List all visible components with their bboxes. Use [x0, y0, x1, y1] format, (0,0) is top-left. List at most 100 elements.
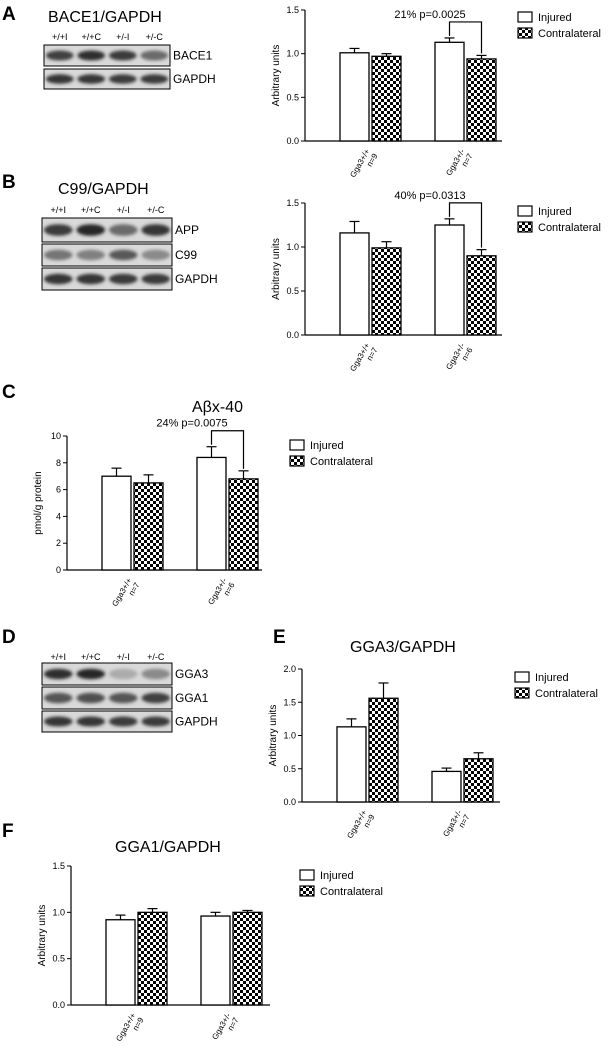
- blot-band: [76, 668, 106, 680]
- bar-contralateral: [137, 911, 168, 1006]
- legend-label-injured: Injured: [538, 206, 572, 218]
- y-axis-label: Arbitrary units: [268, 705, 279, 767]
- panel-label-f: F: [2, 821, 14, 842]
- blot-strip: [41, 662, 173, 686]
- y-axis-label: pmol/g protein: [33, 471, 44, 534]
- bar-contralateral: [133, 482, 164, 571]
- bar-contralateral: [466, 58, 497, 142]
- x-tick-label: Gga3+/-n=7: [441, 808, 471, 843]
- x-tick-label: Gga3+/-n=7: [444, 147, 474, 182]
- bar-contralateral: [466, 255, 497, 336]
- blot-band: [76, 716, 106, 727]
- legend-label-contralateral: Contralateral: [310, 456, 373, 468]
- blot-band: [108, 249, 138, 261]
- y-tick-label: 1.0: [283, 731, 296, 741]
- legend-swatch-injured: [514, 671, 530, 683]
- blot-band: [43, 692, 73, 704]
- bar-injured: [431, 770, 462, 803]
- band-label: BACE1: [173, 49, 213, 63]
- lane-label: +/-C: [147, 205, 165, 215]
- lane-label: +/-I: [117, 652, 130, 662]
- bar-injured: [336, 726, 367, 803]
- chart-e: 0.0 0.5 1.0 1.5 2.0 Arbitrary units Gga3+/+n=9…: [268, 664, 598, 844]
- legend-label-injured: Injured: [538, 12, 572, 24]
- y-tick-label: 1.0: [286, 49, 299, 59]
- bar-contralateral: [371, 55, 402, 142]
- blot-band: [76, 273, 106, 285]
- blot-band: [140, 50, 169, 61]
- blot-band: [77, 50, 106, 61]
- panel-title-f: GGA1/GAPDH: [115, 839, 221, 856]
- y-tick-label: 2.0: [283, 664, 296, 674]
- y-tick-label: 8: [56, 458, 61, 468]
- y-tick-label: 1.0: [52, 907, 65, 917]
- y-tick-label: 1.5: [52, 861, 65, 871]
- y-tick-label: 10: [51, 431, 61, 441]
- legend-label-injured: Injured: [535, 672, 569, 684]
- bar-contralateral: [463, 758, 494, 803]
- blot-band: [108, 668, 138, 680]
- significance-label: 40% p=0.0313: [394, 190, 465, 202]
- blot-d: +/+I +/+C +/-I +/-C GGA3 GGA1 GAPDH: [41, 652, 218, 733]
- y-tick-label: 0.5: [52, 954, 65, 964]
- y-tick-label: 4: [56, 511, 61, 521]
- panel-label-d: D: [2, 627, 16, 648]
- bar-injured: [434, 224, 465, 336]
- legend-swatch-injured: [517, 205, 533, 217]
- blot-band: [108, 716, 138, 727]
- blot-band: [141, 224, 171, 236]
- blot-band: [108, 273, 138, 285]
- x-tick-label: Gga3+/-n=6: [444, 341, 474, 376]
- y-tick-label: 0.0: [286, 330, 299, 340]
- bar-injured: [196, 456, 227, 571]
- significance-bracket: [448, 21, 483, 54]
- blot-band: [141, 249, 171, 261]
- bar-injured: [339, 52, 370, 142]
- panel-label-a: A: [2, 4, 16, 25]
- y-tick-label: 1.0: [286, 242, 299, 252]
- chart-a: 0.0 0.5 1.0 1.5 Arbitrary units Gga3+/+n=9 Gga…: [271, 5, 601, 182]
- bar-injured: [339, 232, 370, 336]
- y-tick-label: 0.5: [286, 286, 299, 296]
- y-tick-label: 0.0: [52, 1000, 65, 1010]
- legend-label-contralateral: Contralateral: [538, 222, 601, 234]
- legend-swatch-injured: [299, 869, 315, 881]
- blot-band: [43, 273, 73, 285]
- band-label: C99: [175, 248, 197, 262]
- x-tick-label: Gga3+/+n=7: [348, 341, 379, 377]
- x-tick-label: Gga3+/+n=9: [345, 808, 376, 844]
- legend-swatch-contralateral: [299, 885, 315, 897]
- lane-label: +/-I: [117, 205, 130, 215]
- legend-swatch-injured: [289, 439, 305, 451]
- panel-label-b: B: [2, 172, 16, 193]
- blot-band: [77, 74, 106, 84]
- x-tick-label: Gga3+/+n=7: [110, 576, 141, 612]
- legend-label-injured: Injured: [310, 440, 344, 452]
- lane-label: +/-C: [146, 32, 164, 42]
- legend-swatch-injured: [517, 11, 533, 23]
- blot-band: [108, 50, 137, 61]
- blot-band: [108, 224, 138, 236]
- band-label: GAPDH: [175, 272, 218, 286]
- legend-swatch-contralateral: [514, 687, 530, 699]
- blot-band: [76, 224, 106, 236]
- bar-charts: 0.0 0.5 1.0 1.5 Arbitrary units Gga3+/+n=9 Gga…: [33, 5, 601, 1043]
- y-tick-label: 1.5: [286, 198, 299, 208]
- chart-f: 0.0 0.5 1.0 1.5 Arbitrary units Gga3+/+n=9 Gga…: [37, 861, 383, 1043]
- lane-label: +/+C: [81, 205, 101, 215]
- lane-label: +/-I: [116, 32, 129, 42]
- blot-b: +/+I +/+C +/-I +/-C APP C99 GAPDH: [41, 205, 218, 291]
- blot-strip: [41, 686, 173, 710]
- bar-injured: [434, 41, 465, 142]
- legend-label-contralateral: Contralateral: [535, 688, 598, 700]
- y-tick-label: 0.5: [283, 764, 296, 774]
- blot-band: [43, 224, 73, 236]
- blot-strip: [41, 267, 173, 291]
- lane-label: +/+C: [81, 652, 101, 662]
- blot-band: [108, 692, 138, 704]
- panel-title-a: BACE1/GAPDH: [48, 9, 162, 26]
- band-label: GAPDH: [175, 715, 218, 729]
- y-tick-label: 1.5: [286, 5, 299, 15]
